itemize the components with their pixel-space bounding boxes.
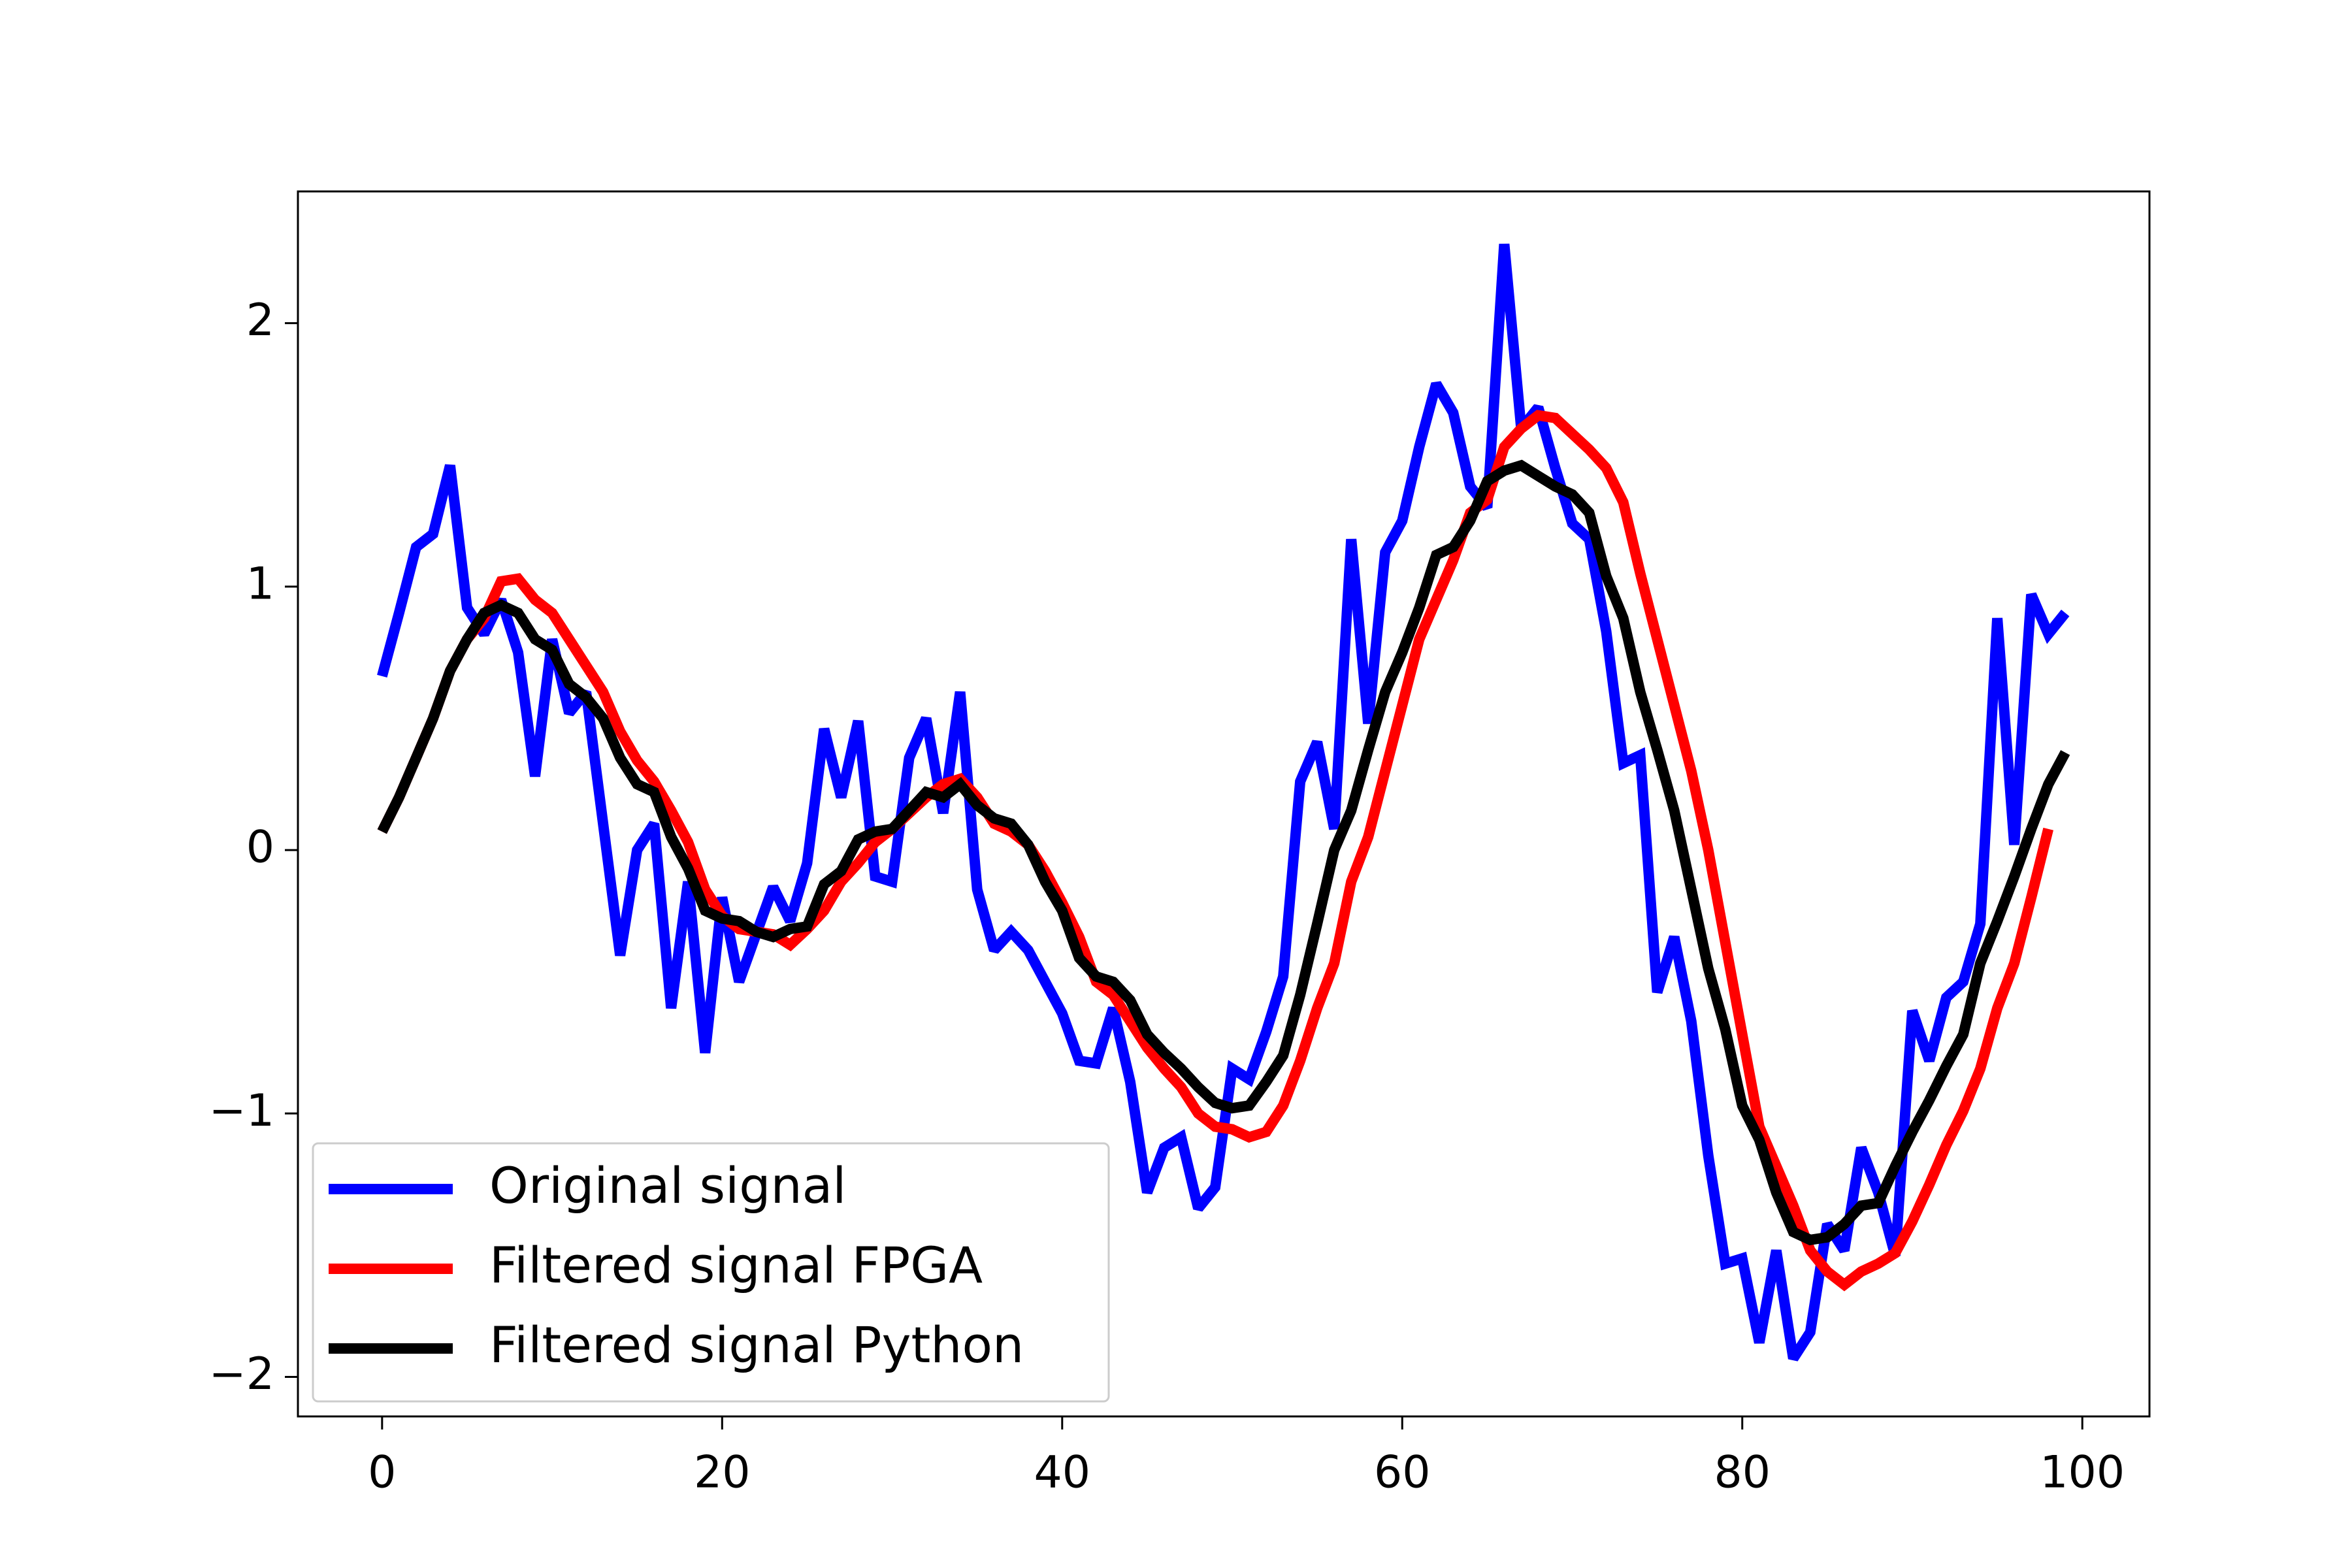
legend-box	[312, 1142, 1110, 1403]
x-tick-label: 100	[2040, 1447, 2125, 1499]
x-tick-label: 60	[1374, 1447, 1431, 1499]
x-tick-label: 0	[368, 1447, 396, 1499]
series-line	[377, 459, 2070, 1246]
legend-label: Filtered signal Python	[489, 1316, 1024, 1374]
y-tick-label: −1	[209, 1085, 274, 1137]
x-tick-label: 80	[1714, 1447, 1771, 1499]
legend-label: Original signal	[489, 1156, 846, 1215]
legend-label: Filtered signal FPGA	[489, 1236, 983, 1294]
y-tick-label: 2	[246, 295, 274, 346]
y-tick-label: 1	[246, 558, 274, 610]
x-tick-label: 40	[1034, 1447, 1091, 1499]
series-line	[377, 410, 2053, 1292]
y-tick-label: −2	[209, 1348, 274, 1400]
y-tick-label: 0	[246, 822, 274, 874]
axes-frame	[297, 190, 2151, 1418]
x-tick-label: 20	[694, 1447, 751, 1499]
